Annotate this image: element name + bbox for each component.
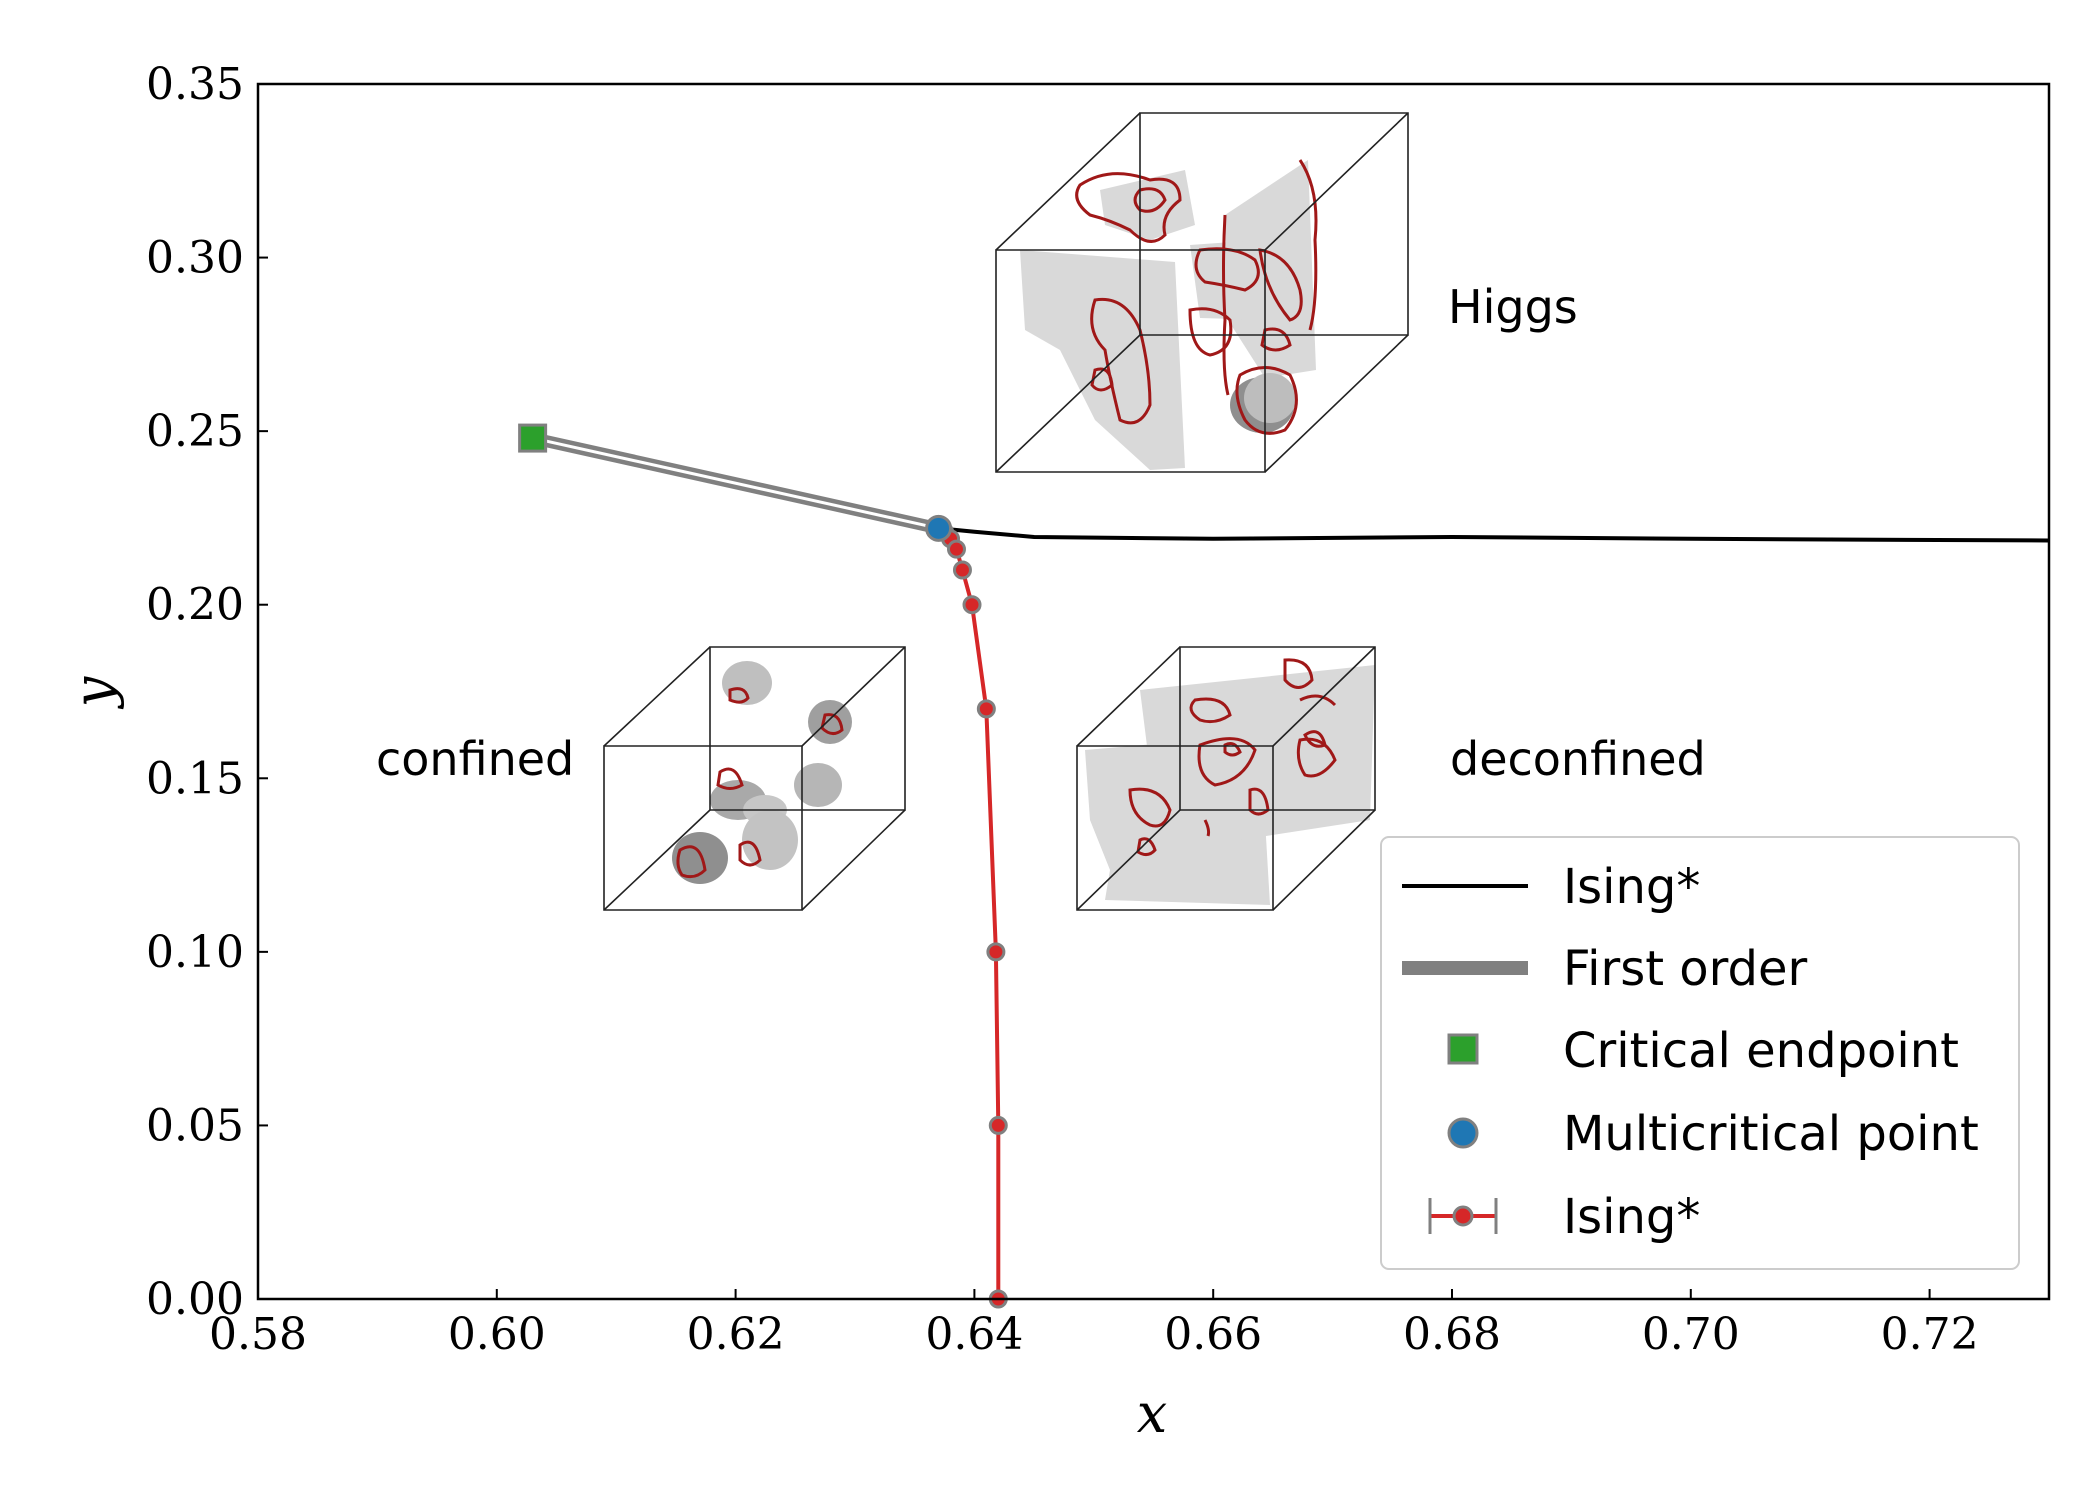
ising-errorbar-point — [962, 595, 982, 615]
y-tick-label: 0.25 — [146, 406, 244, 457]
data-layer — [518, 423, 2050, 1309]
confined-label: confined — [376, 732, 574, 786]
x-tick-label: 0.68 — [1403, 1309, 1501, 1360]
y-tick-label: 0.20 — [146, 580, 244, 631]
confined-cube-inset — [603, 646, 906, 911]
x-tick-label: 0.64 — [925, 1309, 1023, 1360]
higgs-cube-inset — [995, 112, 1409, 473]
y-axis-label: y — [62, 675, 125, 709]
ising-errorbar-point — [946, 539, 966, 559]
ising-errorbar-point — [952, 560, 972, 580]
x-tick-label: 0.58 — [209, 1309, 307, 1360]
y-tick-label: 0.10 — [146, 927, 244, 978]
x-tick-label: 0.72 — [1881, 1309, 1979, 1360]
x-tick-label: 0.62 — [687, 1309, 785, 1360]
x-tick-label: 0.70 — [1642, 1309, 1740, 1360]
legend: Ising* First order Critical endpoint Mul… — [1380, 836, 2020, 1270]
legend-first-order-label: First order — [1563, 941, 1808, 997]
y-tick-label: 0.15 — [146, 753, 244, 804]
multicritical-point — [925, 514, 953, 542]
x-tick-label: 0.66 — [1164, 1309, 1262, 1360]
deconfined-cube-inset — [1076, 646, 1376, 911]
legend-box — [1380, 836, 2020, 1270]
legend-ising-errorbar-label: Ising* — [1563, 1189, 1700, 1245]
legend-critical-endpoint-swatch — [1447, 1033, 1479, 1065]
legend-ising-errorbar-swatch — [1428, 1198, 1498, 1234]
y-tick-label: 0.05 — [146, 1100, 244, 1151]
ising-errorbar-point — [976, 699, 996, 719]
ising-errorbar-line — [942, 530, 1001, 1299]
ising-errorbar-point — [988, 1115, 1008, 1135]
first-order-line-core — [532, 436, 939, 530]
legend-multicritical-swatch — [1447, 1117, 1479, 1149]
y-tick-label: 0.35 — [146, 59, 244, 110]
ticks-layer: 0.58 0.60 0.62 0.64 0.66 0.68 0.70 0.72 0.00 0.05… — [146, 59, 1979, 1360]
deconfined-label: deconfined — [1450, 732, 1706, 786]
legend-critical-endpoint-label: Critical endpoint — [1563, 1023, 1959, 1079]
legend-ising-line-label: Ising* — [1563, 859, 1700, 915]
y-tick-label: 0.00 — [146, 1274, 244, 1325]
ising-errorbar-point — [986, 942, 1006, 962]
higgs-label: Higgs — [1448, 280, 1578, 334]
x-tick-label: 0.60 — [448, 1309, 546, 1360]
x-axis-label: x — [1137, 1382, 1167, 1445]
critical-endpoint — [518, 423, 548, 453]
y-tick-label: 0.30 — [146, 233, 244, 284]
plot-frame — [256, 82, 2051, 1301]
ising-line — [938, 526, 2050, 543]
legend-multicritical-label: Multicritical point — [1563, 1106, 1979, 1162]
